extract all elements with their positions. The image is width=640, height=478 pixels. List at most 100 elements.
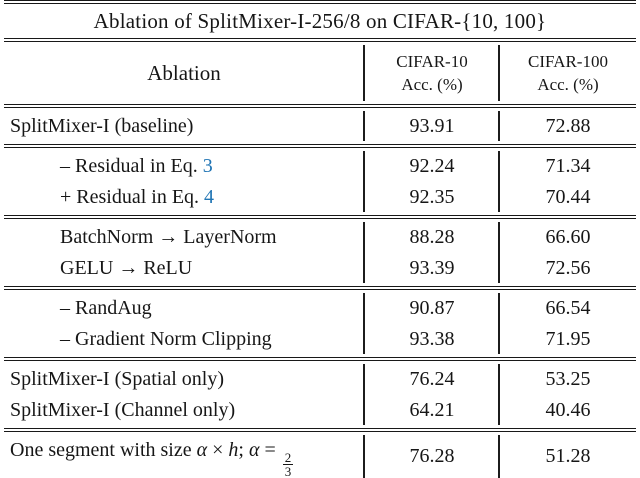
column-divider [498, 151, 500, 212]
ablation-cell: SplitMixer-I (baseline) [4, 111, 364, 142]
column-divider [498, 364, 500, 425]
cifar100-value-cell: 70.44 [545, 185, 591, 208]
ablation-label: One segment with size [10, 438, 197, 461]
equation-ref-link[interactable]: 4 [204, 185, 215, 208]
header-ablation: Ablation [147, 60, 221, 85]
column-divider [363, 293, 365, 354]
cifar100-value-cell: 66.54 [545, 296, 591, 319]
ablation-label: – RandAug [60, 296, 152, 319]
ablation-label: – Residual in Eq. [60, 154, 203, 177]
ablation-label: SplitMixer-I (Channel only) [10, 398, 236, 421]
group-separator-rule [4, 286, 636, 290]
group-separator-rule [4, 215, 636, 219]
cifar10-value-cell: 93.91 [409, 114, 455, 137]
table-row: SplitMixer-I (Channel only) 64.21 40.46 [4, 395, 636, 426]
table-section: – Residual in Eq. 3 92.24 71.34 + Residual … [4, 148, 636, 215]
column-divider [498, 435, 500, 478]
table-title: Ablation of SplitMixer-I-256/8 on CIFAR-… [93, 8, 547, 33]
ablation-cell: + Residual in Eq. 4 [4, 182, 364, 213]
ablation-label: – Gradient Norm Clipping [60, 327, 272, 350]
cifar10-value-cell: 92.24 [409, 154, 455, 177]
group-separator-rule [4, 357, 636, 361]
table-section: One segment with size α × h; α = 2 3 76.28… [4, 432, 636, 478]
ablation-label: SplitMixer-I (Spatial only) [10, 367, 225, 390]
ablation-cell: GELU → ReLU [4, 253, 364, 284]
ablation-cell: SplitMixer-I (Spatial only) [4, 364, 364, 395]
cifar10-value-cell: 93.39 [409, 256, 455, 279]
cifar100-value-cell: 40.46 [545, 398, 591, 421]
ablation-label: × [207, 438, 229, 461]
cifar100-value-cell: 53.25 [545, 367, 591, 390]
column-divider [363, 435, 365, 478]
column-divider [498, 293, 500, 354]
group-separator-rule [4, 428, 636, 432]
table-body: SplitMixer-I (baseline) 93.91 72.88 – Resid… [4, 108, 636, 478]
ablation-label: ; [238, 438, 249, 461]
cifar10-value-cell: 76.28 [409, 445, 455, 468]
table-header-row: Ablation CIFAR-10 Acc. (%) CIFAR-100 Acc… [4, 42, 636, 104]
header-cifar10: CIFAR-10 Acc. (%) [364, 50, 500, 96]
ablation-cell: SplitMixer-I (Channel only) [4, 395, 364, 426]
cifar100-value-cell: 72.56 [545, 256, 591, 279]
cifar10-value-cell: 92.35 [409, 185, 455, 208]
header-separator-rule [4, 104, 636, 108]
table-row: SplitMixer-I (baseline) 93.91 72.88 [4, 111, 636, 142]
cifar10-value-cell: 88.28 [409, 225, 455, 248]
ablation-table: Ablation of SplitMixer-I-256/8 on CIFAR-… [4, 0, 636, 478]
cifar10-value-cell: 90.87 [409, 296, 455, 319]
table-section: BatchNorm → LayerNorm 88.28 66.60 GELU → Re… [4, 219, 636, 286]
table-row: – Residual in Eq. 3 92.24 71.34 [4, 151, 636, 182]
math-symbol: α [196, 438, 208, 461]
cifar10-value-cell: 64.21 [409, 398, 455, 421]
ablation-label: + Residual in Eq. [60, 185, 205, 208]
ablation-label: = [259, 438, 281, 461]
ablation-cell: – Residual in Eq. 3 [4, 151, 364, 182]
cifar100-value-cell: 51.28 [545, 445, 591, 468]
cifar100-value-cell: 71.34 [545, 154, 591, 177]
table-row: SplitMixer-I (Spatial only) 76.24 53.25 [4, 364, 636, 395]
table-section: SplitMixer-I (Spatial only) 76.24 53.25 Spl… [4, 361, 636, 428]
cifar100-value-cell: 71.95 [545, 327, 591, 350]
math-symbol: α [248, 438, 260, 461]
header-cifar10-line1: CIFAR-10 [396, 52, 468, 71]
math-symbol: h [228, 438, 239, 461]
title-separator-rule [4, 38, 636, 42]
header-cifar100-line2: Acc. (%) [537, 75, 599, 94]
fraction-numerator: 2 [282, 449, 294, 466]
table-row: BatchNorm → LayerNorm 88.28 66.60 [4, 222, 636, 253]
column-divider [363, 364, 365, 425]
column-divider [498, 222, 500, 283]
column-divider [363, 151, 365, 212]
ablation-cell: BatchNorm → LayerNorm [4, 222, 364, 253]
ablation-label: GELU → ReLU [60, 256, 193, 279]
table-row: One segment with size α × h; α = 2 3 76.28… [4, 435, 636, 478]
cifar100-value-cell: 72.88 [545, 114, 591, 137]
column-divider [363, 111, 365, 141]
cifar100-value-cell: 66.60 [545, 225, 591, 248]
table-section: SplitMixer-I (baseline) 93.91 72.88 [4, 108, 636, 144]
table-row: GELU → ReLU 93.39 72.56 [4, 253, 636, 284]
column-divider [363, 45, 365, 101]
cifar10-value-cell: 93.38 [409, 327, 455, 350]
ablation-cell: – RandAug [4, 293, 364, 324]
table-row: + Residual in Eq. 4 92.35 70.44 [4, 182, 636, 213]
cifar10-value-cell: 76.24 [409, 367, 455, 390]
table-row: – RandAug 90.87 66.54 [4, 293, 636, 324]
header-cifar100: CIFAR-100 Acc. (%) [500, 50, 636, 96]
ablation-cell: – Gradient Norm Clipping [4, 324, 364, 355]
ablation-label: BatchNorm → LayerNorm [60, 225, 277, 248]
header-cifar100-line1: CIFAR-100 [528, 52, 608, 71]
table-row: – Gradient Norm Clipping 93.38 71.95 [4, 324, 636, 355]
table-top-rule [4, 0, 636, 4]
fraction-denominator: 3 [284, 464, 292, 478]
column-divider [363, 222, 365, 283]
column-divider [498, 45, 500, 101]
header-cifar10-line2: Acc. (%) [401, 75, 463, 94]
table-section: – RandAug 90.87 66.54 – Gradient Norm Clipp… [4, 290, 636, 357]
equation-ref-link[interactable]: 3 [202, 154, 213, 177]
ablation-label: SplitMixer-I (baseline) [10, 114, 194, 137]
group-separator-rule [4, 144, 636, 148]
